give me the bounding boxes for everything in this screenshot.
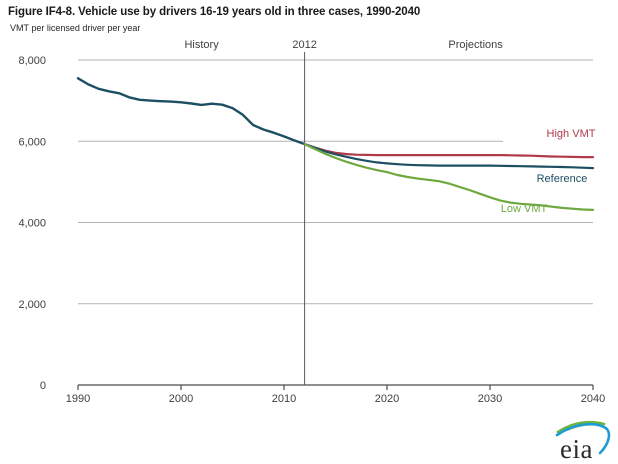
divider-label: 2012 [292,39,316,51]
y-tick-label-0: 0 [40,380,46,392]
series-line-history [76,77,306,146]
y-tick-label-6000: 6,000 [18,136,46,148]
x-tick-label-2020: 2020 [375,393,399,405]
x-tick-label-1990: 1990 [66,393,90,405]
eia-logo-blue-swoosh [555,422,611,455]
series-line-reference [303,143,595,170]
y-tick-label-8000: 8,000 [18,55,46,67]
eia-logo-text: eia [560,434,593,464]
eia-logo: eia [553,416,613,464]
series-label-reference: Reference [537,173,588,185]
x-tick-label-2000: 2000 [169,393,193,405]
chart-units-label: VMT per licensed driver per year [10,23,141,33]
x-tick-label-2010: 2010 [272,393,296,405]
series-label-low-vmt: Low VMT [501,203,548,215]
y-tick-label-4000: 4,000 [18,218,46,230]
x-tick-label-2040: 2040 [581,393,605,405]
series-line-high-vmt [303,143,595,159]
y-tick-label-2000: 2,000 [18,299,46,311]
region-label-history: History [184,39,219,51]
chart-title: Figure IF4-8. Vehicle use by drivers 16-… [8,6,421,18]
eia-logo-green-swoosh [556,420,606,434]
x-tick-label-2030: 2030 [478,393,502,405]
series-label-high-vmt: High VMT [547,128,596,140]
region-label-projections: Projections [448,39,503,51]
series-line-low-vmt [303,143,595,211]
